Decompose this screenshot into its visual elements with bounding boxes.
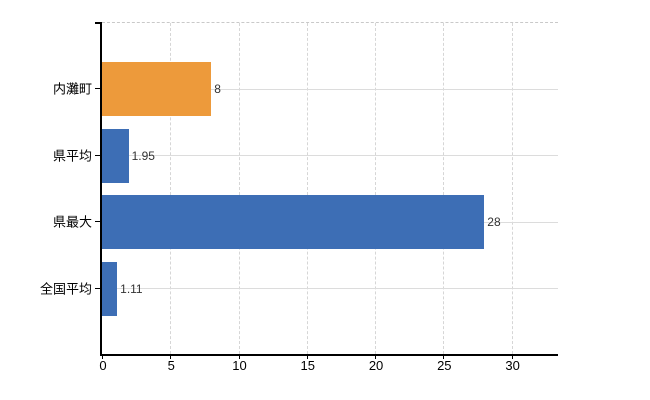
plot-area: 8 1.95 28 1.11 [102, 22, 558, 354]
x-axis-tick-label: 0 [99, 358, 107, 373]
x-axis-tick [102, 354, 103, 359]
y-axis-tick [95, 154, 100, 156]
bar-value-label: 1.11 [120, 281, 143, 296]
y-axis-top-tick [95, 22, 100, 24]
x-axis-tick-label: 20 [368, 358, 384, 373]
bar [102, 62, 212, 117]
x-axis-tick [511, 354, 513, 359]
x-axis-tick [238, 354, 240, 359]
vertical-gridline [511, 23, 513, 354]
y-axis-category-label: 全国平均 [39, 281, 92, 297]
x-axis-tick [375, 354, 377, 359]
bar [102, 261, 118, 316]
vertical-gridline [306, 23, 308, 354]
x-axis-tick [443, 354, 445, 359]
horizontal-gridline [102, 155, 558, 157]
y-axis-tick [95, 88, 100, 90]
horizontal-gridline [102, 288, 558, 290]
bar-value-label: 8 [214, 82, 221, 97]
y-axis-tick [95, 221, 100, 223]
x-axis-tick-label: 15 [300, 358, 316, 373]
vertical-gridline [170, 23, 172, 354]
y-axis-category-label: 県平均 [52, 148, 92, 164]
x-axis-tick [306, 354, 308, 359]
horizontal-gridline [102, 88, 558, 90]
y-axis-category-label: 県最大 [52, 214, 92, 230]
y-axis-category-label: 内灘町 [52, 81, 92, 97]
x-axis-tick-label: 25 [437, 358, 452, 373]
x-axis-tick [170, 354, 172, 359]
vertical-gridline [375, 23, 377, 354]
bar-value-label: 1.95 [131, 148, 155, 163]
bar [102, 195, 485, 250]
vertical-gridline [238, 23, 240, 354]
bar [102, 128, 129, 183]
x-axis-tick-label: 5 [167, 358, 175, 373]
bar-value-label: 28 [487, 215, 501, 230]
y-axis-tick [95, 287, 100, 289]
vertical-gridline [443, 23, 445, 354]
x-axis-tick-label: 30 [505, 358, 520, 373]
y-axis-line [100, 22, 102, 354]
x-axis-line [100, 354, 558, 356]
x-axis-tick-label: 10 [232, 358, 247, 373]
